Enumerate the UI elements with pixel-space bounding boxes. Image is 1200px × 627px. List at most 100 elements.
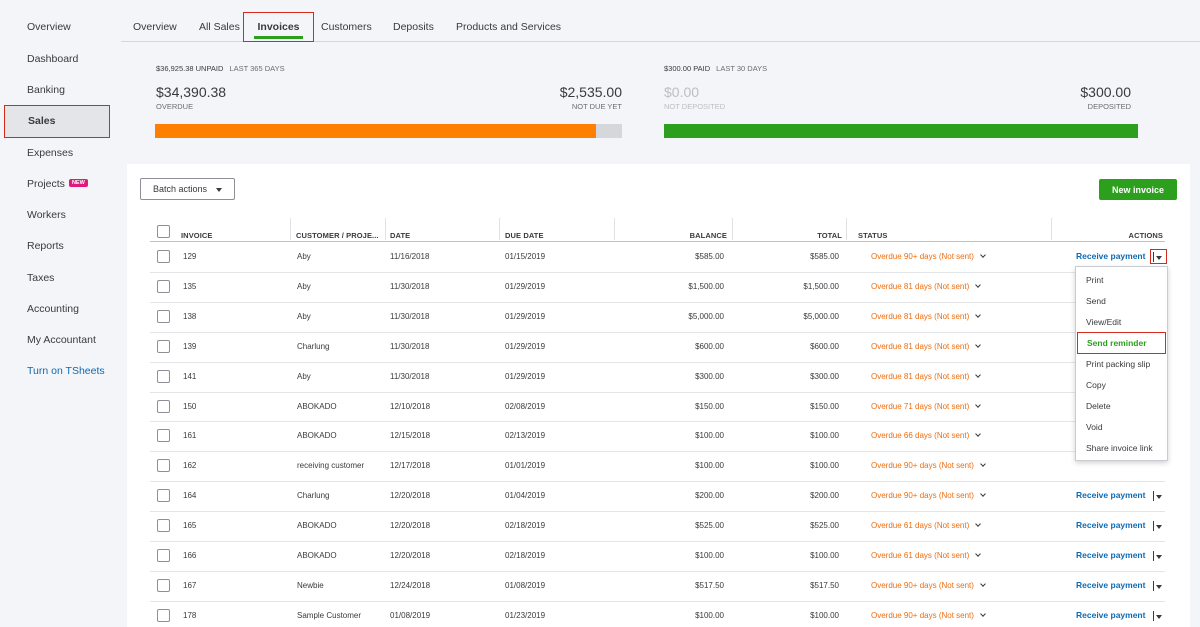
nav-item-overview[interactable]: Overview	[27, 21, 71, 33]
nav-item-expenses[interactable]: Expenses	[27, 147, 74, 159]
column-header-total[interactable]: TOTAL	[817, 231, 842, 240]
chevron-down-icon[interactable]	[975, 371, 982, 378]
menu-item-print[interactable]: Print	[1086, 275, 1104, 285]
row-checkbox[interactable]	[157, 369, 170, 383]
invoice-number: 135	[183, 281, 197, 291]
chevron-down-icon[interactable]	[980, 610, 986, 617]
receive-payment-link[interactable]: Receive payment	[1076, 490, 1146, 501]
row-actions-caret-icon[interactable]	[1156, 614, 1162, 619]
new-badge: NEW	[68, 179, 88, 188]
row-checkbox[interactable]	[157, 309, 170, 323]
turn-on-tsheets-link[interactable]: Turn on TSheets	[27, 365, 105, 377]
row-divider	[150, 362, 1165, 363]
deposited-bar[interactable]	[664, 124, 1138, 138]
row-checkbox[interactable]	[157, 429, 170, 443]
menu-item-delete[interactable]: Delete	[1086, 401, 1111, 411]
chevron-down-icon[interactable]	[980, 581, 986, 587]
column-header-invoice[interactable]: INVOICE	[181, 231, 213, 240]
paid-period: LAST 30 DAYS	[716, 64, 768, 73]
row-checkbox[interactable]	[157, 549, 170, 562]
receive-payment-link[interactable]: Receive payment	[1076, 251, 1146, 261]
total: $5,000.00	[803, 311, 839, 321]
chevron-down-icon[interactable]	[980, 491, 986, 498]
chevron-down-icon[interactable]	[975, 341, 982, 348]
invoice-number: 129	[183, 252, 197, 261]
row-checkbox[interactable]	[157, 339, 170, 353]
row-checkbox[interactable]	[157, 578, 170, 592]
row-actions-caret-icon[interactable]	[1156, 555, 1162, 559]
nav-item-taxes[interactable]: Taxes	[27, 272, 55, 284]
action-separator	[1153, 521, 1154, 532]
menu-item-print-packing-slip[interactable]: Print packing slip	[1086, 359, 1151, 369]
column-divider	[614, 218, 615, 240]
row-checkbox[interactable]	[157, 250, 170, 263]
row-actions-caret-icon[interactable]	[1156, 256, 1162, 260]
row-checkbox[interactable]	[157, 459, 170, 473]
not-deposited-label: NOT DEPOSITED	[664, 102, 726, 111]
chevron-down-icon[interactable]	[975, 551, 982, 557]
nav-item-dashboard[interactable]: Dashboard	[27, 53, 79, 65]
nav-item-workers[interactable]: Workers	[27, 209, 66, 221]
menu-item-send[interactable]: Send	[1086, 296, 1106, 306]
menu-item-view-edit[interactable]: View/Edit	[1086, 317, 1122, 327]
row-checkbox[interactable]	[157, 399, 170, 413]
nav-item-projects[interactable]: Projects NEW	[27, 178, 88, 190]
menu-item-send-reminder[interactable]: Send reminder	[1077, 332, 1166, 354]
column-header-customer[interactable]: CUSTOMER / PROJE...	[296, 231, 379, 240]
row-actions-caret-icon[interactable]	[1156, 584, 1162, 589]
column-header-due-date[interactable]: DUE DATE	[505, 231, 544, 240]
chevron-down-icon[interactable]	[975, 282, 982, 288]
nav-item-accounting[interactable]: Accounting	[27, 303, 79, 315]
column-header-balance[interactable]: BALANCE	[689, 231, 727, 240]
status-cell: Overdue 90+ days (Not sent)	[871, 461, 986, 470]
nav-item-my-accountant[interactable]: My Accountant	[27, 334, 96, 346]
not-due-bar[interactable]	[596, 124, 622, 138]
new-invoice-button[interactable]: New invoice	[1099, 179, 1177, 200]
receive-payment-link[interactable]: Receive payment	[1076, 550, 1146, 560]
tab-deposits[interactable]: Deposits	[393, 21, 434, 33]
batch-actions-button[interactable]: Batch actions	[140, 178, 235, 200]
invoice-number: 139	[183, 341, 197, 351]
left-nav: Overview Dashboard Banking Sales Expense…	[0, 0, 118, 627]
column-header-date[interactable]: DATE	[390, 231, 411, 240]
customer-name: Aby	[297, 281, 311, 291]
chevron-down-icon[interactable]	[980, 252, 986, 258]
receive-payment-link[interactable]: Receive payment	[1076, 520, 1146, 531]
overdue-bar[interactable]	[155, 124, 596, 138]
tab-products-and-services[interactable]: Products and Services	[456, 21, 562, 33]
chevron-down-icon[interactable]	[975, 401, 982, 408]
row-divider	[150, 541, 1165, 542]
row-actions-caret-icon[interactable]	[1156, 495, 1162, 500]
nav-item-banking[interactable]: Banking	[27, 84, 65, 96]
tab-invoices[interactable]: Invoices	[243, 12, 314, 42]
invoice-date: 11/16/2018	[390, 252, 430, 261]
chevron-down-icon[interactable]	[975, 431, 982, 438]
chevron-down-icon[interactable]	[975, 311, 982, 318]
nav-item-reports[interactable]: Reports	[27, 240, 64, 252]
tab-all-sales[interactable]: All Sales	[199, 21, 240, 33]
row-checkbox[interactable]	[157, 279, 170, 293]
invoice-number: 167	[183, 580, 197, 590]
menu-item-copy[interactable]: Copy	[1086, 380, 1106, 390]
row-divider	[150, 392, 1165, 393]
row-checkbox[interactable]	[157, 489, 170, 503]
tab-overview[interactable]: Overview	[133, 21, 177, 33]
menu-item-void[interactable]: Void	[1086, 422, 1103, 432]
due-date: 01/23/2019	[505, 610, 546, 620]
row-actions-caret-icon[interactable]	[1156, 525, 1162, 530]
due-date: 01/04/2019	[505, 491, 546, 501]
total: $585.00	[810, 252, 839, 261]
nav-item-projects-label: Projects	[27, 178, 65, 190]
menu-item-share-invoice-link[interactable]: Share invoice link	[1086, 443, 1153, 453]
row-checkbox[interactable]	[157, 519, 170, 533]
row-checkbox[interactable]	[157, 608, 170, 622]
select-all-checkbox[interactable]	[157, 225, 170, 238]
chevron-down-icon[interactable]	[975, 521, 982, 527]
receive-payment-link[interactable]: Receive payment	[1076, 579, 1146, 590]
tab-customers[interactable]: Customers	[321, 21, 372, 33]
column-header-status[interactable]: STATUS	[858, 231, 888, 240]
nav-item-sales[interactable]: Sales	[4, 105, 110, 138]
chevron-down-icon[interactable]	[980, 461, 986, 468]
receive-payment-link[interactable]: Receive payment	[1076, 609, 1146, 620]
column-divider	[846, 218, 847, 240]
